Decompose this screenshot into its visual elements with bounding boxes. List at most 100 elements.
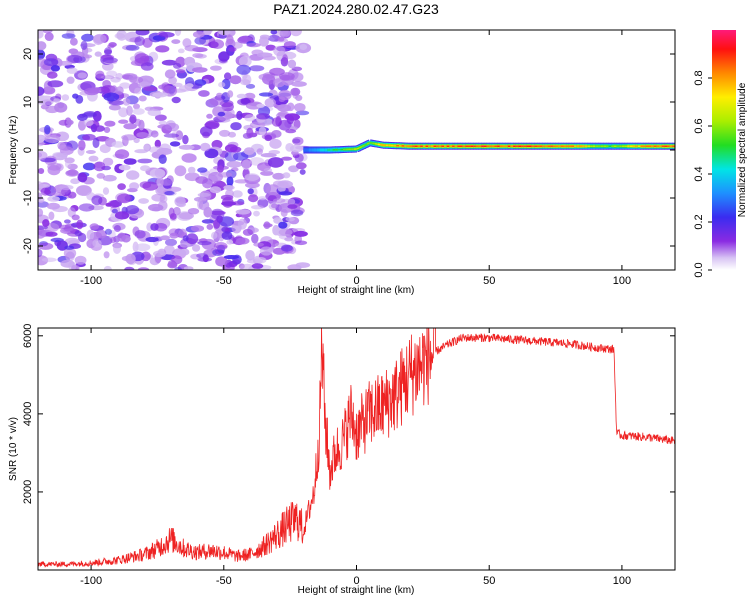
noise-blob (182, 38, 192, 48)
noise-blob (67, 169, 79, 176)
noise-blob (251, 205, 264, 210)
noise-blob (249, 65, 265, 72)
colorbar-tick-label: 0.4 (693, 166, 705, 181)
noise-blob (258, 92, 274, 97)
noise-blob (169, 141, 181, 147)
noise-blob (38, 168, 45, 174)
noise-blob (278, 119, 292, 131)
noise-blob (102, 157, 114, 166)
noise-blob (275, 115, 282, 127)
noise-blob (178, 144, 195, 150)
noise-blob (43, 58, 59, 67)
noise-blob (111, 208, 118, 214)
noise-blob (137, 158, 153, 164)
noise-blob (78, 140, 86, 151)
noise-blob (227, 90, 234, 98)
noise-blob (283, 41, 296, 49)
noise-blob (291, 81, 307, 87)
noise-blob (47, 196, 60, 202)
noise-blob (273, 78, 285, 88)
noise-blob (158, 154, 167, 164)
noise-blob (242, 74, 252, 86)
noise-blob (264, 134, 273, 142)
noise-blob (290, 209, 304, 217)
noise-blob (45, 231, 58, 237)
noise-blob (63, 247, 77, 259)
y-tick-label: 4000 (22, 402, 34, 426)
noise-blob (237, 218, 247, 230)
noise-blob (228, 47, 237, 52)
noise-blob (123, 123, 137, 130)
noise-blob (96, 173, 106, 179)
figure-title: PAZ1.2024.280.02.47.G23 (273, 1, 439, 17)
colorbar: 0.0 0.2 0.4 0.6 0.8 Normalized spectral ampl… (693, 30, 748, 278)
noise-blob (103, 265, 112, 270)
noise-blob (238, 55, 252, 67)
noise-blob (282, 172, 291, 179)
noise-blob (226, 34, 234, 45)
noise-blob (287, 204, 298, 209)
noise-blob (259, 246, 273, 256)
noise-blob (61, 33, 76, 39)
noise-blob (147, 109, 162, 117)
noise-blob (58, 60, 73, 66)
noise-blob (135, 30, 150, 36)
noise-blob (64, 237, 80, 246)
noise-blob (175, 130, 184, 141)
noise-blob (53, 98, 61, 103)
noise-blob (267, 157, 284, 168)
noise-blob (224, 144, 238, 153)
noise-blob (289, 144, 304, 153)
noise-blob (143, 144, 150, 152)
x-tick-label: 100 (613, 275, 631, 287)
noise-blob (174, 165, 187, 177)
noise-blob (173, 206, 181, 216)
noise-blob (164, 245, 175, 255)
noise-blob (295, 94, 303, 101)
noise-blob (171, 96, 181, 104)
noise-blob (77, 232, 87, 243)
noise-blob (245, 102, 262, 110)
noise-blob (244, 173, 260, 181)
noise-blob (255, 257, 267, 264)
noise-blob (243, 147, 255, 156)
noise-blob (216, 92, 223, 98)
noise-blob (38, 135, 45, 143)
noise-blob (164, 191, 175, 196)
noise-blob (111, 141, 125, 148)
noise-blob (272, 172, 285, 180)
noise-blob (213, 242, 228, 251)
noise-blob (75, 95, 84, 104)
noise-blob (41, 257, 57, 263)
noise-blob (125, 44, 140, 51)
noise-blob (93, 161, 106, 172)
noise-blob (151, 193, 166, 202)
colorbar-gradient (712, 30, 736, 270)
noise-blob (114, 211, 130, 220)
noise-blob (245, 83, 256, 89)
noise-blob (77, 72, 88, 79)
noise-blob (152, 207, 161, 212)
noise-blob (218, 81, 226, 88)
noise-blob (59, 184, 74, 191)
noise-blob (220, 194, 234, 201)
noise-blob (65, 119, 74, 125)
noise-blob (118, 119, 129, 124)
noise-blob (233, 152, 249, 161)
noise-blob (174, 266, 182, 270)
noise-blob (134, 229, 146, 239)
noise-blob (38, 242, 54, 250)
noise-blob (76, 185, 92, 196)
noise-blob (138, 95, 147, 102)
noise-blob (95, 229, 107, 239)
noise-blob (187, 208, 200, 215)
noise-blob (129, 114, 137, 124)
noise-blob (104, 47, 112, 56)
noise-blob (143, 86, 158, 92)
noise-blob (102, 174, 117, 182)
noise-blob (282, 54, 289, 65)
noise-blob (82, 133, 96, 141)
noise-blob (299, 169, 306, 175)
noise-blob (197, 241, 212, 246)
noise-blob (47, 162, 62, 171)
